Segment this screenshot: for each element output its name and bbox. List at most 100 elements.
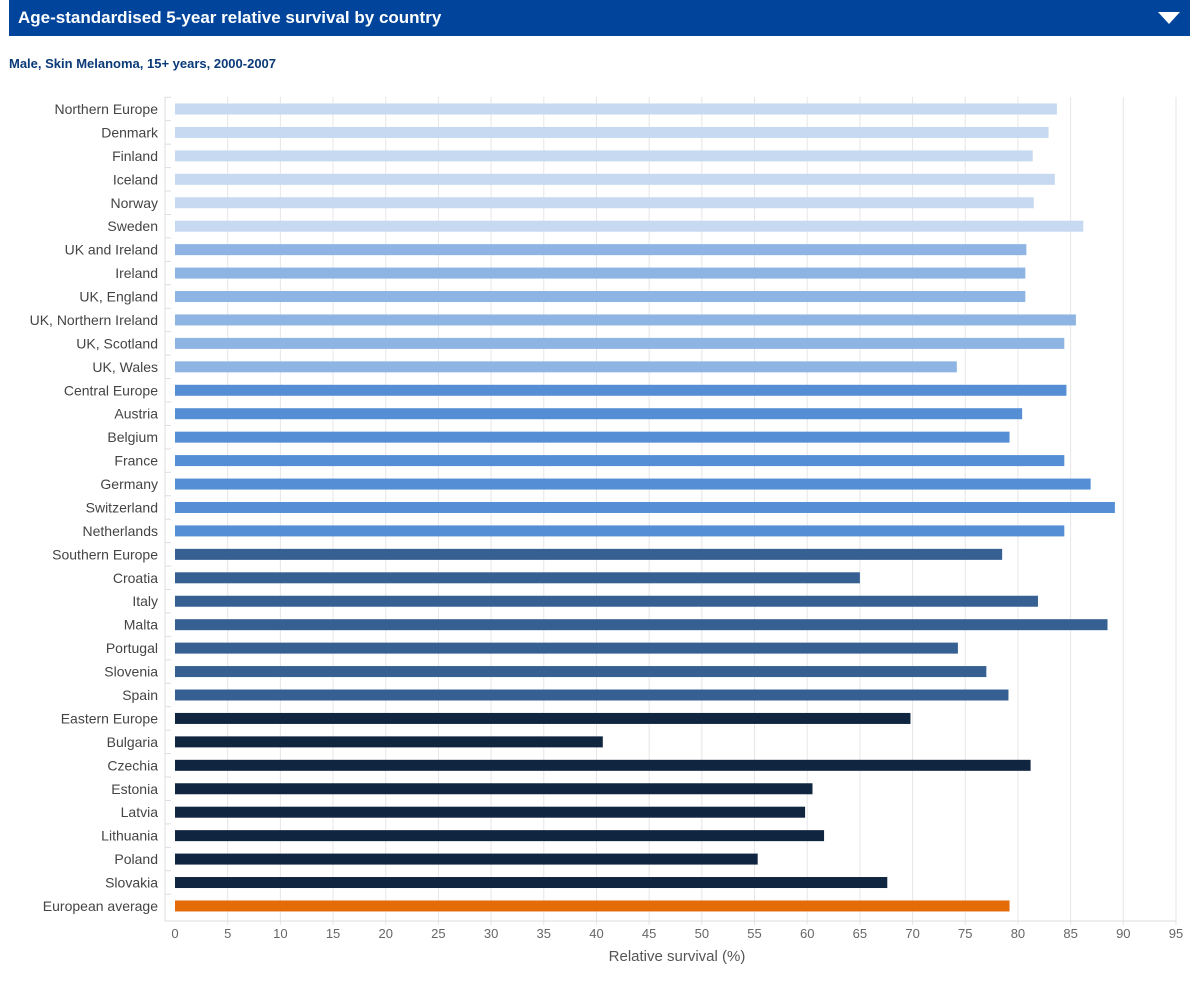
category-label: Poland [114,851,158,867]
category-label: Portugal [106,640,158,656]
category-label: Sweden [107,218,158,234]
category-label: Estonia [111,781,158,797]
category-label: Spain [122,687,158,703]
category-label: Bulgaria [107,734,159,750]
category-label: UK, Wales [92,359,158,375]
category-label: UK, Scotland [76,335,158,351]
x-tick-label: 90 [1116,926,1130,941]
bar[interactable] [175,267,1026,279]
bar[interactable] [175,501,1115,513]
x-tick-label: 5 [224,926,231,941]
category-label: European average [43,898,158,914]
category-label: Belgium [107,429,158,445]
x-tick-label: 25 [431,926,445,941]
bar[interactable] [175,478,1091,490]
bar[interactable] [175,806,806,818]
category-label: Iceland [113,171,158,187]
bar[interactable] [175,314,1076,326]
bar[interactable] [175,712,911,724]
bar[interactable] [175,431,1010,443]
category-label: Slovakia [105,875,158,891]
category-labels: Northern Europe Denmark Finland Iceland Norw… [30,101,159,914]
category-label: Austria [114,406,158,422]
category-label: Central Europe [64,382,158,398]
bar[interactable] [175,455,1065,467]
category-label: Ireland [115,265,158,281]
bar[interactable] [175,619,1108,631]
category-label: UK, England [79,289,158,305]
chart-header-bar[interactable]: Age-standardised 5-year relative surviva… [9,0,1190,36]
x-tick-label: 80 [1011,926,1025,941]
bar[interactable] [175,126,1049,138]
bar[interactable] [175,736,603,748]
bar[interactable] [175,173,1055,185]
category-label: Southern Europe [52,546,158,562]
x-tick-label: 75 [958,926,972,941]
category-label: Lithuania [101,828,158,844]
x-tick-label: 50 [695,926,709,941]
bar[interactable] [175,197,1034,209]
chart-title: Age-standardised 5-year relative surviva… [18,8,442,27]
category-label: Denmark [101,124,159,140]
x-tick-label: 95 [1169,926,1183,941]
bar[interactable] [175,666,987,678]
bar[interactable] [175,291,1026,303]
category-label: Germany [100,476,158,492]
x-tick-label: 55 [747,926,761,941]
axes [164,96,1176,922]
bar[interactable] [175,244,1027,256]
category-label: Eastern Europe [61,710,158,726]
bar[interactable] [175,900,1010,912]
bar[interactable] [175,689,1009,701]
category-label: Latvia [121,804,159,820]
bar[interactable] [175,853,758,865]
x-tick-label: 20 [379,926,393,941]
x-tick-label: 65 [853,926,867,941]
x-tick-label: 15 [326,926,340,941]
bar[interactable] [175,361,957,373]
x-tick-label: 85 [1063,926,1077,941]
category-label: Switzerland [86,499,158,515]
category-label: Czechia [107,757,158,773]
x-tick-label: 60 [800,926,814,941]
category-label: UK, Northern Ireland [30,312,158,328]
bar[interactable] [175,525,1065,537]
bar[interactable] [175,408,1023,420]
bar[interactable] [175,384,1067,396]
bar[interactable] [175,595,1038,607]
x-axis-title: Relative survival (%) [609,948,746,965]
category-label: Malta [124,617,158,633]
bar[interactable] [175,548,1003,560]
category-label: Norway [111,195,158,211]
category-label: Croatia [113,570,158,586]
category-label: Netherlands [83,523,159,539]
bar[interactable] [175,783,813,795]
x-tick-label: 40 [589,926,603,941]
x-tick-labels: 0 5 10 15 20 25 30 35 40 45 50 55 60 65 70 75 80 85 90 95 [171,926,1183,941]
bar[interactable] [175,759,1031,771]
bar[interactable] [175,572,860,584]
bars [175,103,1115,912]
bar[interactable] [175,642,958,654]
category-label: Italy [132,593,158,609]
bar[interactable] [175,877,888,889]
x-tick-label: 45 [642,926,656,941]
x-tick-label: 10 [273,926,287,941]
x-tick-label: 70 [905,926,919,941]
category-label: France [114,453,158,469]
category-label: Slovenia [104,664,158,680]
category-label: Finland [112,148,158,164]
category-label: UK and Ireland [65,242,158,258]
bar[interactable] [175,103,1057,115]
x-tick-label: 30 [484,926,498,941]
caret-down-icon[interactable] [1158,12,1180,24]
bar[interactable] [175,337,1065,349]
chart-subtitle: Male, Skin Melanoma, 15+ years, 2000-200… [9,56,277,71]
bar[interactable] [175,220,1084,232]
x-tick-label: 35 [537,926,551,941]
bar[interactable] [175,150,1033,162]
x-tick-label: 0 [171,926,178,941]
category-label: Northern Europe [54,101,158,117]
bar[interactable] [175,830,825,842]
